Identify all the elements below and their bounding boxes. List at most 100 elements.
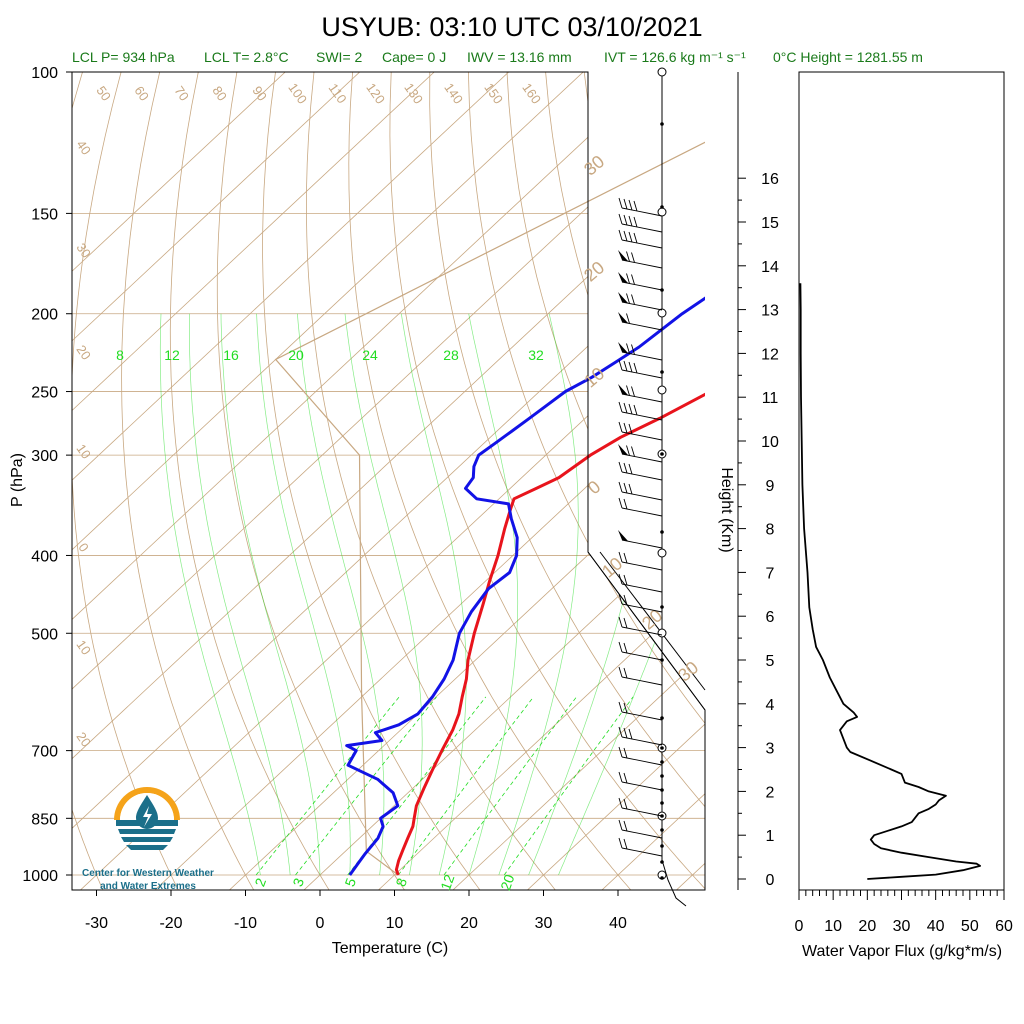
wind-barb-feather bbox=[623, 482, 628, 494]
wind-barb-feather bbox=[623, 402, 628, 414]
p-tick-label: 500 bbox=[31, 626, 58, 643]
wind-barb-feather bbox=[623, 838, 628, 850]
wind-barb-feather bbox=[626, 343, 630, 354]
wind-barb-feather bbox=[633, 362, 638, 374]
height-tick-label: 5 bbox=[766, 653, 775, 670]
p-tick-label: 400 bbox=[31, 548, 58, 565]
wind-barb-feather bbox=[618, 229, 623, 241]
wind-level-dot bbox=[660, 828, 664, 832]
height-tick-label: 16 bbox=[761, 171, 779, 188]
p-tick-label: 850 bbox=[31, 811, 58, 828]
moist-adiabat-line bbox=[256, 313, 351, 876]
wind-level-dot bbox=[660, 876, 664, 880]
wind-barb-feather bbox=[618, 481, 623, 493]
wind-barb-staff bbox=[621, 207, 663, 217]
wind-barb-feather bbox=[626, 273, 630, 284]
moist-adiabat-label: 24 bbox=[362, 347, 378, 363]
mixing-ratio-line bbox=[255, 696, 400, 876]
vapor-tick-label: 20 bbox=[858, 918, 876, 935]
dry-adiabat-line bbox=[429, 72, 705, 890]
dry-adiabat-line bbox=[72, 72, 105, 890]
wind-barb-feather bbox=[628, 361, 633, 373]
dry-adiabat-line bbox=[843, 35, 1024, 892]
dry-adiabat-line bbox=[768, 35, 1024, 892]
wind-barb-feather bbox=[631, 252, 635, 263]
wind-barb-feather bbox=[623, 462, 628, 474]
height-tick-label: 4 bbox=[766, 697, 775, 714]
vapor-tick-label: 60 bbox=[995, 918, 1013, 935]
wind-barb-staff bbox=[621, 561, 663, 571]
dry-adiabat-line bbox=[216, 72, 407, 890]
height-tick-label: 14 bbox=[761, 259, 779, 276]
wind-level-dot bbox=[660, 760, 664, 764]
wind-level-dot bbox=[660, 605, 664, 609]
left-grid-label: 30 bbox=[73, 240, 94, 260]
wind-barb-feather bbox=[618, 421, 623, 433]
wind-barb-staff bbox=[621, 431, 663, 441]
chart-title: USYUB: 03:10 UTC 03/10/2021 bbox=[321, 12, 702, 42]
height-tick-label: 8 bbox=[766, 522, 775, 539]
wind-level-dot bbox=[660, 122, 664, 126]
dry-adiabat-label: 150 bbox=[481, 80, 506, 106]
wind-barb-feather bbox=[623, 214, 628, 226]
isotherm-line bbox=[72, 72, 325, 890]
vapor-frame bbox=[798, 71, 1005, 891]
x-tick-label: 40 bbox=[609, 915, 627, 932]
dry-adiabat-label: 140 bbox=[441, 80, 466, 106]
wind-barb-flag bbox=[618, 272, 628, 283]
left-grid-label: 20 bbox=[73, 729, 94, 749]
wind-level-dot bbox=[660, 746, 664, 750]
wind-barb-feather bbox=[623, 360, 628, 372]
vapor-tick-label: 0 bbox=[795, 918, 804, 935]
wind-barb-staff bbox=[621, 393, 663, 403]
wind-barb-staff bbox=[621, 847, 663, 857]
wind-calm-circle bbox=[657, 308, 667, 318]
x-tick-label: -20 bbox=[159, 915, 182, 932]
isotherm-line bbox=[72, 72, 474, 890]
skewt-diagonal-2 bbox=[599, 551, 706, 691]
height-tick-label: 0 bbox=[766, 872, 775, 889]
dry-adiabat-line bbox=[348, 72, 633, 890]
wind-barb-feather bbox=[618, 593, 623, 605]
wind-barb-feather bbox=[618, 461, 623, 473]
wind-barb-staff bbox=[621, 453, 663, 463]
moist-adiabat-line bbox=[344, 313, 423, 876]
dry-adiabat-line bbox=[655, 72, 705, 890]
wind-barb-feather bbox=[618, 401, 623, 413]
isotherm-line bbox=[674, 72, 705, 890]
wind-barb-staff bbox=[621, 781, 663, 791]
wind-barb-feather bbox=[618, 797, 623, 809]
height-tick-label: 3 bbox=[766, 741, 775, 758]
wind-barb-feather bbox=[623, 498, 628, 510]
vapor-tick-label: 50 bbox=[961, 918, 979, 935]
isotherm-line bbox=[72, 72, 549, 890]
height-tick-label: 2 bbox=[766, 784, 775, 801]
wind-barb-flag bbox=[618, 342, 628, 353]
x-tick-label: -10 bbox=[234, 915, 257, 932]
p-tick-label: 150 bbox=[31, 206, 58, 223]
mixing-ratio-label: 2 bbox=[251, 876, 269, 889]
dry-adiabat-label: 120 bbox=[363, 80, 388, 106]
mixing-ratio-label: 3 bbox=[289, 876, 307, 889]
moist-adiabat-line bbox=[558, 313, 705, 876]
moist-adiabat-line bbox=[498, 313, 579, 876]
left-grid-label: 40 bbox=[73, 137, 94, 157]
dry-adiabat-line bbox=[955, 35, 1024, 892]
wind-barb-feather bbox=[626, 251, 630, 262]
wind-barb-feather bbox=[623, 798, 628, 810]
wind-barb-feather bbox=[623, 198, 628, 210]
wind-barb-feather bbox=[618, 616, 623, 628]
wind-barb-feather bbox=[628, 728, 633, 740]
isotherm-line bbox=[72, 72, 705, 890]
x-tick-label: 20 bbox=[460, 915, 478, 932]
subtitle-lcl-p: LCL P= 934 hPa bbox=[72, 49, 175, 65]
wind-level-dot bbox=[660, 860, 664, 864]
dry-adiabat-line bbox=[169, 72, 331, 890]
wind-barb-staff bbox=[621, 491, 663, 501]
height-tick-label: 9 bbox=[766, 478, 775, 495]
skewt-frame bbox=[71, 71, 706, 891]
wind-barb-feather bbox=[618, 359, 623, 371]
wind-level-dot bbox=[660, 716, 664, 720]
